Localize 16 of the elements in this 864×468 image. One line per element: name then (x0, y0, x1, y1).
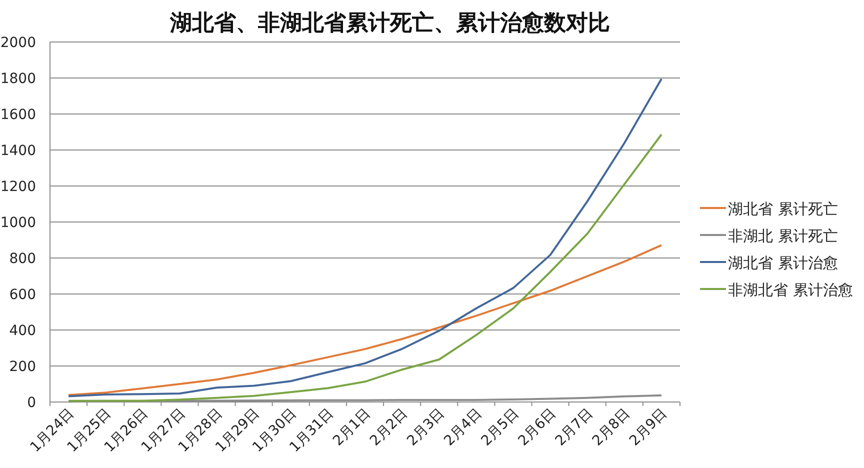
y-tick-label: 200 (9, 359, 36, 375)
y-tick-label: 1200 (0, 179, 36, 195)
y-tick-label: 1800 (0, 71, 36, 87)
legend-label: 非湖北 累计死亡 (728, 227, 838, 245)
legend-label: 湖北省 累计死亡 (728, 200, 838, 218)
y-tick-label: 2000 (0, 35, 36, 51)
legend-label: 非湖北省 累计治愈 (728, 281, 853, 299)
legend-label: 湖北省 累计治愈 (728, 254, 838, 272)
y-tick-label: 0 (27, 395, 36, 411)
y-tick-label: 1600 (0, 107, 36, 123)
y-tick-label: 400 (9, 323, 36, 339)
y-tick-label: 1000 (0, 215, 36, 231)
y-tick-label: 600 (9, 287, 36, 303)
chart-title: 湖北省、非湖北省累计死亡、累计治愈数对比 (169, 10, 610, 36)
y-tick-label: 800 (9, 251, 36, 267)
y-tick-label: 1400 (0, 143, 36, 159)
